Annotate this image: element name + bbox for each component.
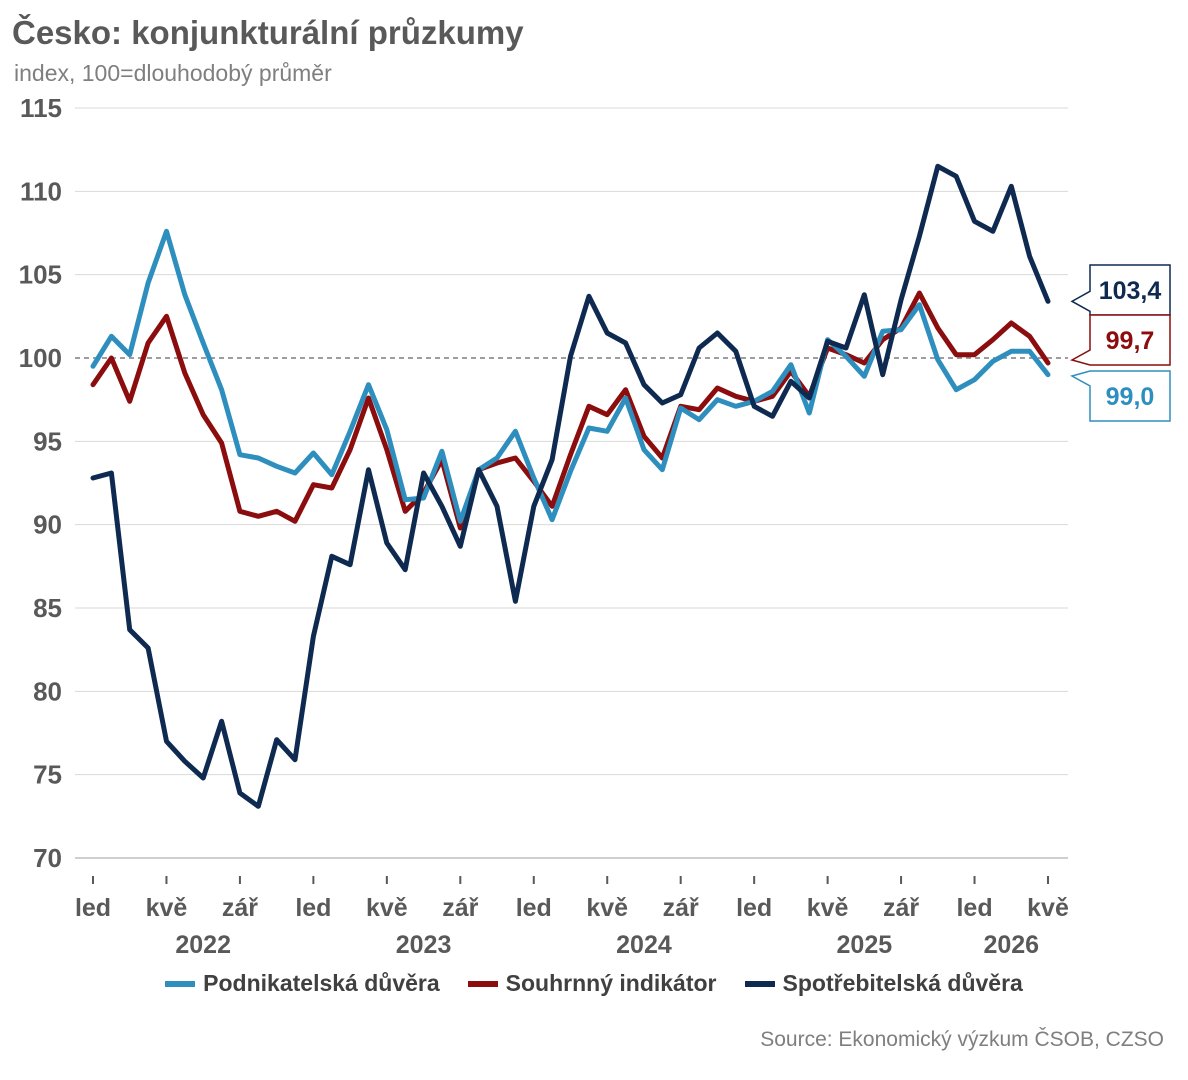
y-tick-label: 95: [33, 426, 62, 456]
legend-swatch: [165, 980, 196, 987]
x-tick-label: kvě: [146, 894, 188, 922]
grid-lines: [75, 107, 1068, 859]
y-tick-label: 90: [33, 510, 62, 540]
y-axis-ticks: 70 75 80 85 90 95 100 105 110 115: [19, 93, 62, 873]
x-tick-label: kvě: [1027, 894, 1069, 922]
x-tick-label: led: [736, 894, 772, 922]
y-tick-label: 70: [33, 843, 62, 873]
legend-swatch: [467, 980, 498, 987]
x-tick-label: led: [75, 894, 111, 922]
series-line-1: [90, 290, 1051, 531]
y-tick-label: 80: [33, 676, 62, 706]
year-label: 2026: [983, 931, 1039, 959]
y-tick-label: 110: [20, 176, 62, 206]
legend-label: Souhrnný indikátor: [505, 970, 717, 996]
x-tick-label: zář: [442, 894, 478, 922]
y-tick-label: 105: [19, 260, 62, 290]
x-tick-label: led: [956, 894, 992, 922]
end-labels: 103,4 99,7 99,0: [1070, 264, 1171, 422]
series-lines: [90, 163, 1051, 809]
legend-item: Souhrnný indikátor: [467, 970, 717, 997]
legend-label: Spotřebitelská důvěra: [782, 970, 1023, 996]
x-tick-label: zář: [883, 894, 919, 922]
x-tick-label: kvě: [807, 894, 849, 922]
year-label: 2024: [616, 931, 672, 959]
y-tick-label: 75: [33, 760, 62, 790]
source-note: Source: Ekonomický výzkum ČSOB, CZSO: [760, 1028, 1164, 1051]
end-label-value: 99,7: [1106, 327, 1155, 355]
series-line-2: [90, 163, 1051, 809]
x-tick-label: zář: [222, 894, 258, 922]
legend-item: Podnikatelská důvěra: [165, 970, 440, 997]
x-tick-label: kvě: [586, 894, 628, 922]
legend: Podnikatelská důvěra Souhrnný indikátor Sp…: [0, 970, 1188, 997]
x-axis: led kvě zář led kvě zář led kvě zář led kvě zář led k…: [75, 857, 1069, 959]
y-tick-label: 85: [33, 593, 62, 623]
chart-subtitle: index, 100=dlouhodobý průměr: [14, 60, 332, 86]
x-tick-label: led: [295, 894, 331, 922]
year-label: 2023: [396, 931, 452, 959]
x-tick-label: led: [516, 894, 552, 922]
year-label: 2022: [175, 931, 231, 959]
year-label: 2025: [837, 931, 893, 959]
y-tick-label: 100: [19, 343, 62, 373]
y-tick-label: 115: [20, 93, 62, 123]
end-label-box: [1070, 264, 1171, 316]
x-tick-label: zář: [663, 894, 699, 922]
x-tick-label: kvě: [366, 894, 408, 922]
end-label-box: [1070, 314, 1171, 366]
series-line-0: [90, 228, 1051, 524]
chart-title: Česko: konjunkturální průzkumy: [12, 14, 524, 51]
legend-swatch: [744, 980, 775, 987]
end-label-box: [1070, 370, 1171, 422]
legend-label: Podnikatelská důvěra: [203, 970, 440, 996]
end-label-value: 103,4: [1099, 277, 1162, 305]
legend-item: Spotřebitelská důvěra: [744, 970, 1023, 997]
end-label-value: 99,0: [1106, 383, 1155, 411]
